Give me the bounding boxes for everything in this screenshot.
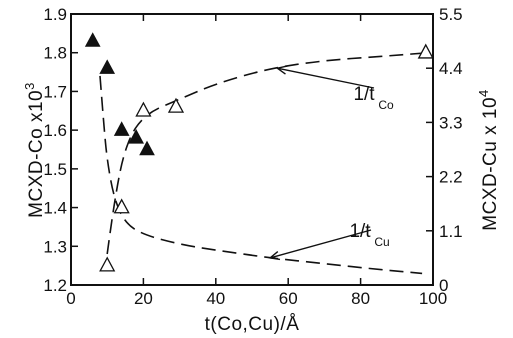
y-left-tick-label: 1.4 <box>43 199 67 218</box>
x-ticks: 0 20 40 60 80 100 <box>66 14 447 308</box>
y-left-tick-label: 1.9 <box>43 5 67 24</box>
cu-data-point <box>99 256 116 272</box>
cu-data-point <box>135 101 152 117</box>
y-left-axis-title-main: MCXD-Co x10 <box>26 90 47 218</box>
plot-frame <box>70 13 434 286</box>
y-right-ticks: 0 1.1 2.2 3.3 4.4 5.5 <box>426 5 463 295</box>
co-data-point <box>113 121 130 136</box>
y-right-tick-label: 1.1 <box>439 222 463 241</box>
x-tick-label: 100 <box>419 289 447 308</box>
cu-data-point <box>417 43 434 59</box>
annotation-subscript: Cu <box>374 235 389 249</box>
data-points <box>84 32 434 272</box>
co-data-point <box>84 32 101 47</box>
cu-data-point <box>113 198 130 214</box>
y-right-tick-label: 5.5 <box>439 5 463 24</box>
y-right-axis-title: MCXD-Cu x 104 <box>476 89 501 230</box>
y-left-tick-label: 1.5 <box>43 160 67 179</box>
y-right-axis-title-exp: 4 <box>476 89 491 97</box>
y-left-ticks: 1.2 1.3 1.4 1.5 1.6 1.7 1.8 1.9 <box>43 5 78 295</box>
x-tick-label: 60 <box>279 289 298 308</box>
annotation-subscript: Co <box>378 98 394 112</box>
y-left-tick-label: 1.8 <box>43 44 67 63</box>
fit-curve <box>106 51 430 255</box>
co-data-point <box>99 59 116 74</box>
x-axis-title: t(Co,Cu)/Å <box>205 314 300 335</box>
y-left-axis-title: MCXD-Co x103 <box>22 82 47 218</box>
fit-curve <box>99 75 423 275</box>
annotation-arrow-shaft <box>277 67 375 89</box>
y-right-axis-title-main: MCXD-Cu x 10 <box>480 97 501 231</box>
annotations: 1/t Co1/t Cu <box>268 65 394 261</box>
co-data-point <box>128 129 144 144</box>
y-left-tick-label: 1.6 <box>43 121 67 140</box>
y-left-tick-label: 1.7 <box>43 82 67 101</box>
y-left-tick-label: 1.3 <box>43 237 67 256</box>
x-tick-label: 20 <box>134 289 153 308</box>
y-right-tick-label: 0 <box>439 276 448 295</box>
y-right-tick-label: 4.4 <box>439 59 463 78</box>
fit-curves <box>99 51 430 275</box>
annotation-arrow-head <box>268 250 281 261</box>
annotation-arrow-shaft <box>269 229 372 259</box>
y-left-tick-label: 1.2 <box>43 276 67 295</box>
cu-data-point <box>167 97 185 113</box>
x-tick-label: 0 <box>66 289 75 308</box>
co-data-point <box>139 140 155 156</box>
annotation-label: 1/t <box>349 221 371 242</box>
x-tick-label: 40 <box>206 289 225 308</box>
x-tick-label: 80 <box>351 289 370 308</box>
y-right-tick-label: 3.3 <box>439 113 463 132</box>
annotation-label: 1/t <box>353 84 375 105</box>
annotation-arrow-head <box>275 65 288 75</box>
y-right-tick-label: 2.2 <box>439 168 463 187</box>
y-left-axis-title-exp: 3 <box>22 82 37 90</box>
